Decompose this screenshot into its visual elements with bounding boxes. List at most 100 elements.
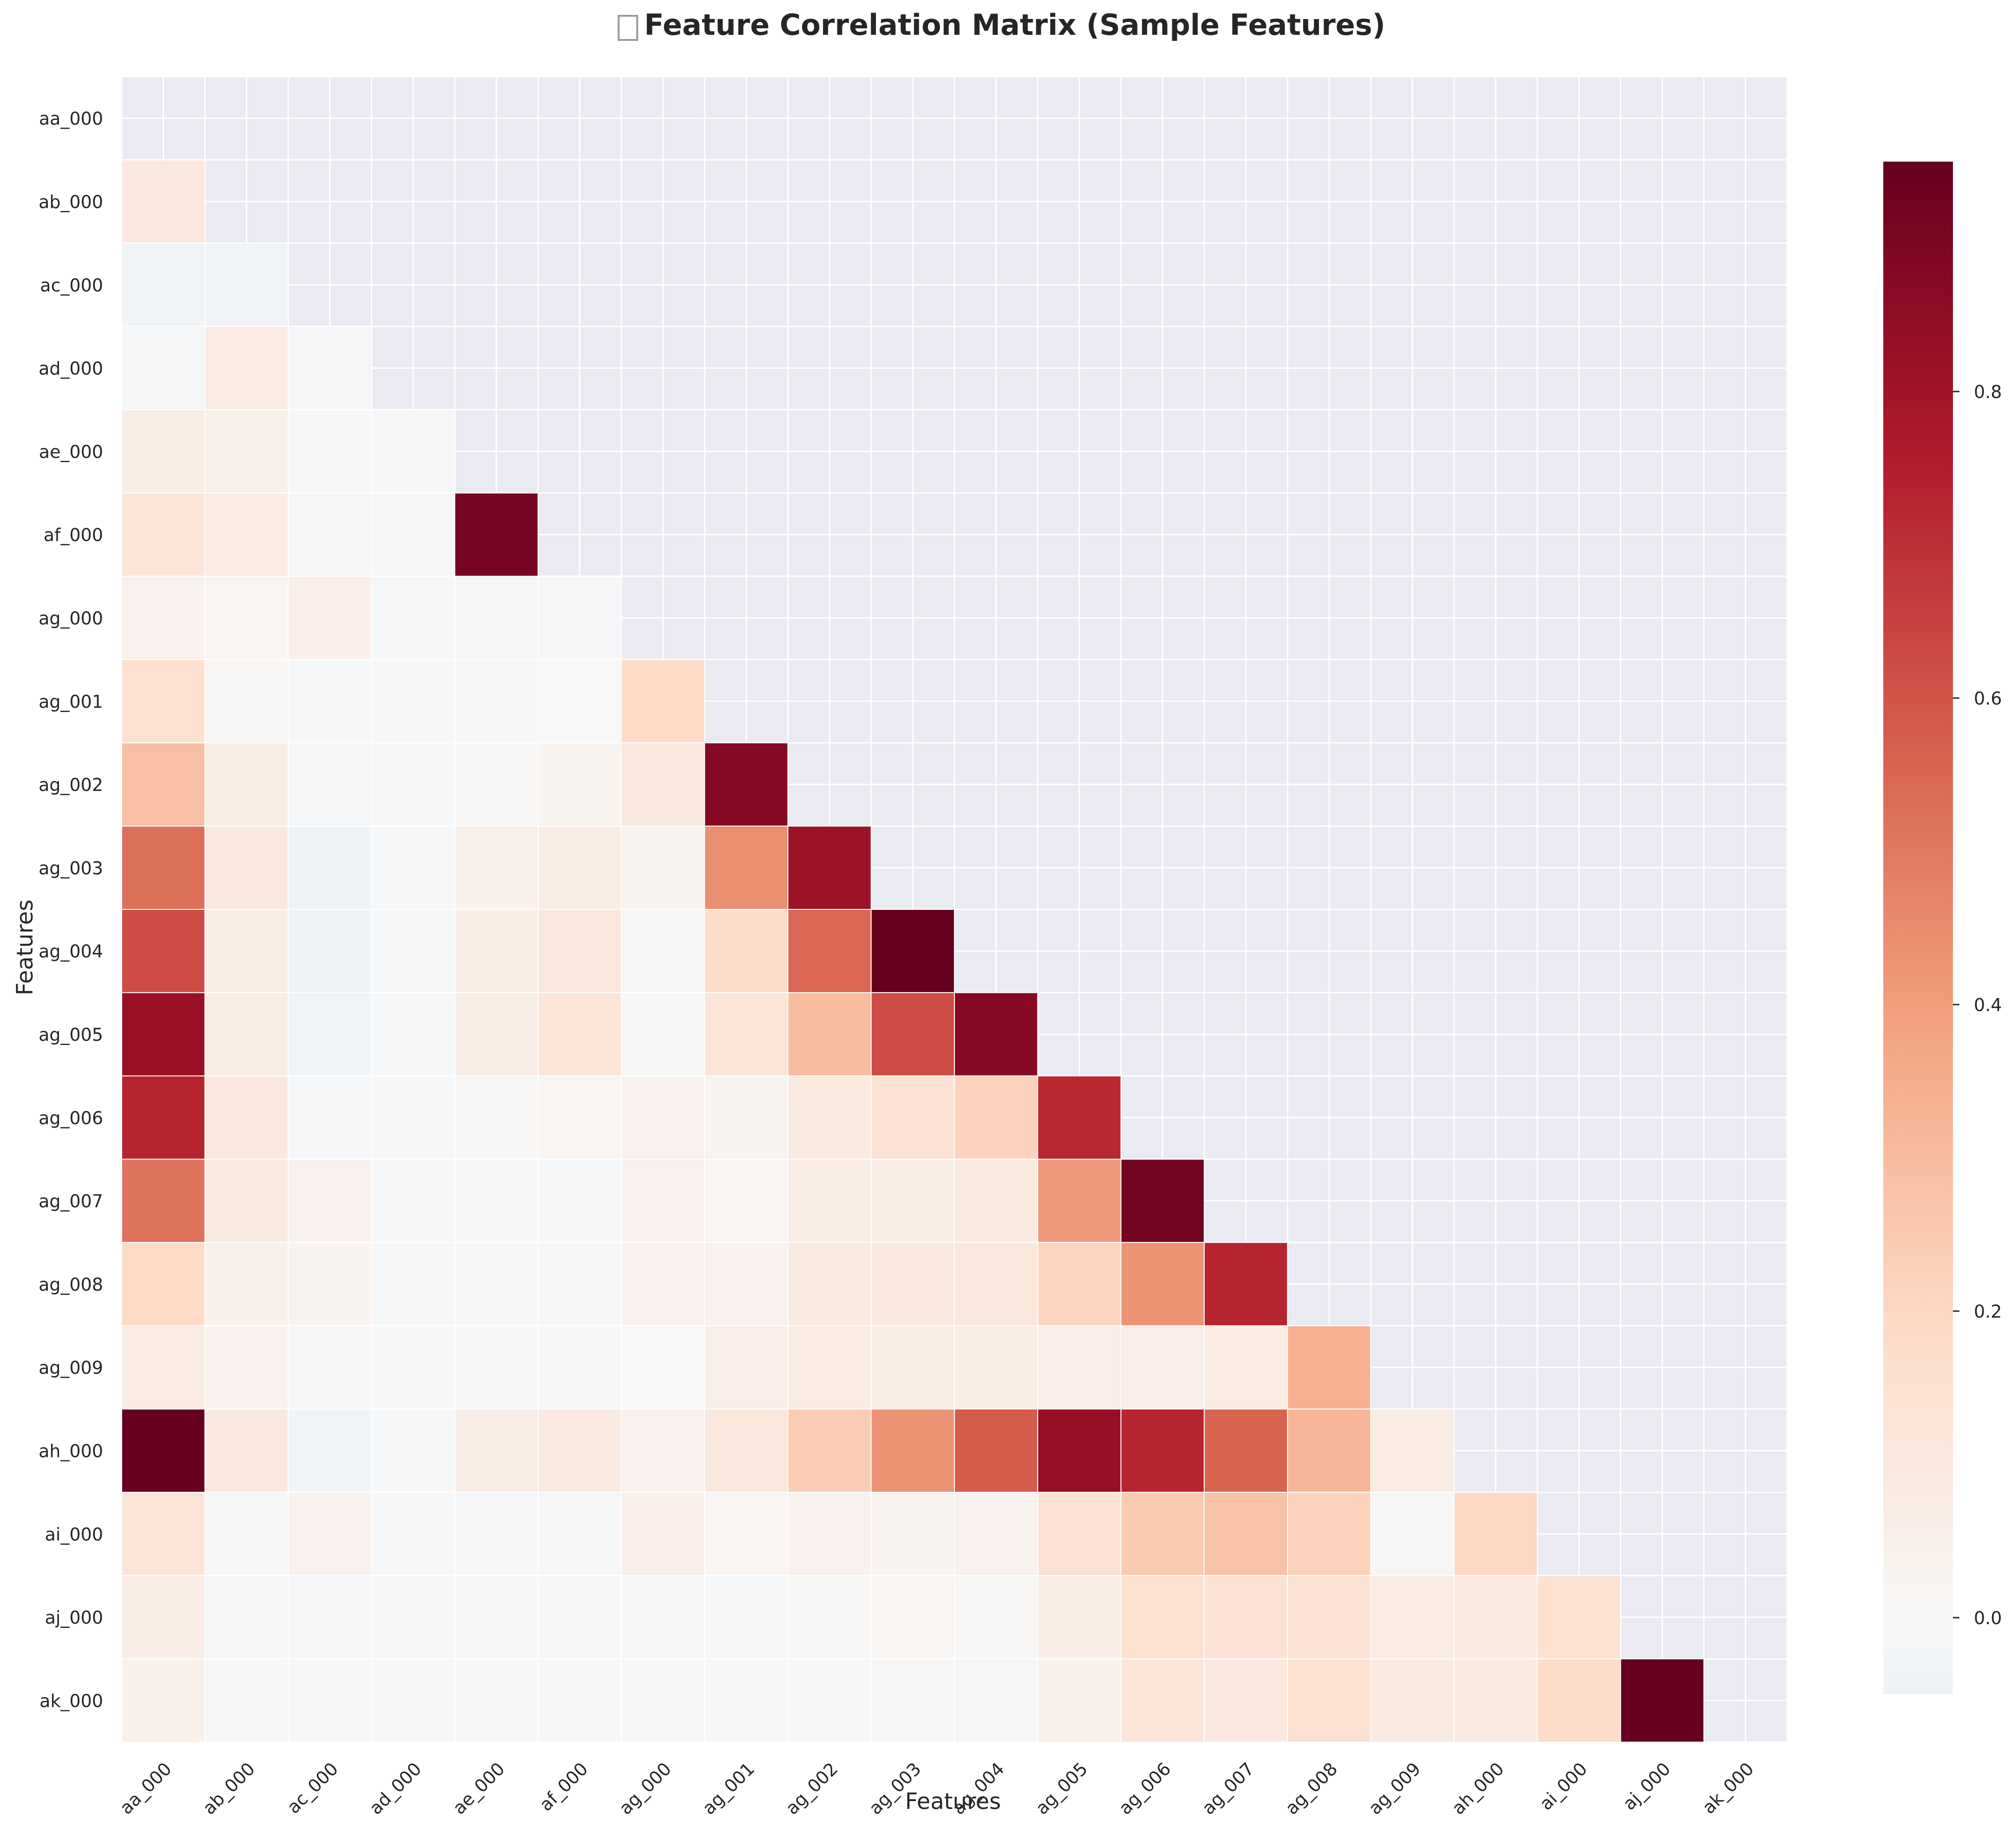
heatmap-cell-ah_000-ag_005 xyxy=(1037,1408,1122,1493)
heatmap-cell-ag_001-af_000 xyxy=(537,659,622,744)
heatmap-cell-ag_004-aa_000 xyxy=(121,909,206,993)
heatmap-cell-ag_003-aa_000 xyxy=(121,825,206,910)
heatmap-cell-ae_000-aa_000 xyxy=(121,409,206,494)
heatmap-cell-ag_002-ag_000 xyxy=(620,742,705,827)
heatmap-cell-ag_009-ac_000 xyxy=(287,1325,372,1410)
x-tick-label: ab_000 xyxy=(199,1758,259,1818)
heatmap-cell-ag_006-ag_002 xyxy=(787,1075,872,1160)
colorbar-tick-label: 0.8 xyxy=(1974,382,2002,402)
heatmap-cell-ag_008-ad_000 xyxy=(371,1242,456,1326)
colorbar: 0.0 0.2 0.4 0.6 0.8 xyxy=(1883,162,2002,1694)
colorbar-gradient xyxy=(1883,162,1953,1694)
heatmap-cell-ag_009-ad_000 xyxy=(371,1325,456,1410)
heatmap-cell-ai_000-ag_001 xyxy=(704,1492,789,1576)
heatmap-cell-ag_006-aa_000 xyxy=(121,1075,206,1160)
heatmap-cell-aj_000-ag_009 xyxy=(1370,1575,1455,1659)
heatmap-cell-ae_000-ac_000 xyxy=(287,409,372,494)
heatmap-cell-ag_009-ag_006 xyxy=(1120,1325,1205,1410)
heatmap-cell-aj_000-ag_000 xyxy=(620,1575,705,1659)
heatmap-cell-aj_000-ag_007 xyxy=(1203,1575,1288,1659)
heatmap-cell-ag_003-ad_000 xyxy=(371,825,456,910)
heatmap-cell-ag_000-aa_000 xyxy=(121,575,206,660)
y-tick-label: aa_000 xyxy=(39,109,103,129)
y-tick-label: ag_007 xyxy=(39,1191,103,1212)
heatmap-cell-ag_009-ag_004 xyxy=(954,1325,1038,1410)
x-tick-label: ac_000 xyxy=(283,1758,342,1817)
heatmap-cell-ak_000-ag_009 xyxy=(1370,1658,1455,1743)
heatmap-cell-ag_005-ae_000 xyxy=(454,992,539,1077)
y-tick-label: ag_001 xyxy=(39,692,103,712)
colorbar-tick-label: 0.4 xyxy=(1974,995,2002,1015)
heatmap-cell-ah_000-ag_001 xyxy=(704,1408,789,1493)
heatmap-cell-ah_000-af_000 xyxy=(537,1408,622,1493)
heatmap-cell-ag_007-ag_003 xyxy=(870,1158,955,1243)
x-tick-label: ak_000 xyxy=(1698,1758,1758,1818)
heatmap-cell-aj_000-ag_005 xyxy=(1037,1575,1122,1659)
heatmap-cell-ag_002-af_000 xyxy=(537,742,622,827)
y-tick-label: ac_000 xyxy=(40,275,103,295)
heatmap-cell-ai_000-ag_009 xyxy=(1370,1492,1455,1576)
heatmap-cell-ag_002-aa_000 xyxy=(121,742,206,827)
heatmap-cell-ag_000-ac_000 xyxy=(287,575,372,660)
heatmap-cell-aj_000-ag_004 xyxy=(954,1575,1038,1659)
heatmap-cell-ag_007-ag_001 xyxy=(704,1158,789,1243)
heatmap-cell-ad_000-ab_000 xyxy=(204,326,289,411)
heatmap-cell-ag_006-ae_000 xyxy=(454,1075,539,1160)
heatmap-cell-ag_005-ag_002 xyxy=(787,992,872,1077)
heatmap-cell-ah_000-ag_007 xyxy=(1203,1408,1288,1493)
heatmap-cell-ag_002-ae_000 xyxy=(454,742,539,827)
heatmap-cell-ag_005-ac_000 xyxy=(287,992,372,1077)
heatmap-cell-ai_000-ac_000 xyxy=(287,1492,372,1576)
plot-area xyxy=(121,76,1788,1743)
heatmap-cell-ag_007-ac_000 xyxy=(287,1158,372,1243)
heatmap-cell-ai_000-af_000 xyxy=(537,1492,622,1576)
heatmap-cell-aj_000-ab_000 xyxy=(204,1575,289,1659)
heatmap-cell-ah_000-ag_003 xyxy=(870,1408,955,1493)
x-tick-label: ai_000 xyxy=(1535,1758,1591,1814)
heatmap-cell-ag_003-ag_000 xyxy=(620,825,705,910)
heatmap-cell-ag_006-ag_004 xyxy=(954,1075,1038,1160)
heatmap-cell-ag_008-ac_000 xyxy=(287,1242,372,1326)
heatmap-cell-ak_000-af_000 xyxy=(537,1658,622,1743)
x-tick-label: ah_000 xyxy=(1448,1758,1508,1818)
heatmap-cell-ak_000-ag_005 xyxy=(1037,1658,1122,1743)
y-tick-label: ak_000 xyxy=(39,1691,103,1711)
heatmap-cell-ak_000-aa_000 xyxy=(121,1658,206,1743)
x-tick-label: ag_002 xyxy=(782,1758,842,1818)
x-tick-label: ag_005 xyxy=(1032,1758,1091,1818)
heatmap-cell-ah_000-ag_008 xyxy=(1287,1408,1371,1493)
heatmap-cell-ag_009-ag_003 xyxy=(870,1325,955,1410)
heatmap-cell-ag_007-ag_006 xyxy=(1120,1158,1205,1243)
heatmap-cell-ai_000-ag_004 xyxy=(954,1492,1038,1576)
heatmap-cell-ag_006-ag_001 xyxy=(704,1075,789,1160)
heatmap-cell-ae_000-ab_000 xyxy=(204,409,289,494)
heatmap-cell-ai_000-aa_000 xyxy=(121,1492,206,1576)
y-tick-label: ag_002 xyxy=(39,775,103,795)
heatmap-cell-ag_004-ag_000 xyxy=(620,909,705,993)
heatmap-cell-ag_001-ad_000 xyxy=(371,659,456,744)
x-axis-label: Features xyxy=(905,1789,1001,1815)
heatmap-cell-ad_000-aa_000 xyxy=(121,326,206,411)
heatmap-cell-ai_000-ag_000 xyxy=(620,1492,705,1576)
heatmap-cell-ag_009-ag_008 xyxy=(1287,1325,1371,1410)
heatmap-cell-aj_000-ag_001 xyxy=(704,1575,789,1659)
heatmap-cell-ae_000-ad_000 xyxy=(371,409,456,494)
heatmap-cell-aj_000-ag_002 xyxy=(787,1575,872,1659)
heatmap-cell-ah_000-ae_000 xyxy=(454,1408,539,1493)
heatmap-cell-ag_008-ag_006 xyxy=(1120,1242,1205,1326)
heatmap-cell-ag_004-ab_000 xyxy=(204,909,289,993)
heatmap-cell-ag_001-ac_000 xyxy=(287,659,372,744)
heatmap-cell-ag_008-ab_000 xyxy=(204,1242,289,1326)
heatmap-cell-ag_008-ag_000 xyxy=(620,1242,705,1326)
y-tick-label: ah_000 xyxy=(39,1441,103,1461)
heatmap-cell-ai_000-ag_003 xyxy=(870,1492,955,1576)
heatmap-cell-ag_008-af_000 xyxy=(537,1242,622,1326)
heatmap-cell-ag_009-af_000 xyxy=(537,1325,622,1410)
heatmap-cell-ag_006-ab_000 xyxy=(204,1075,289,1160)
heatmap-cell-ag_006-ag_005 xyxy=(1037,1075,1122,1160)
chart-title: Feature Correlation Matrix (Sample Featu… xyxy=(644,8,1385,42)
heatmap-cell-aj_000-ai_000 xyxy=(1537,1575,1621,1659)
heatmap-cell-ag_005-ad_000 xyxy=(371,992,456,1077)
x-tick-label: ag_009 xyxy=(1365,1758,1424,1818)
